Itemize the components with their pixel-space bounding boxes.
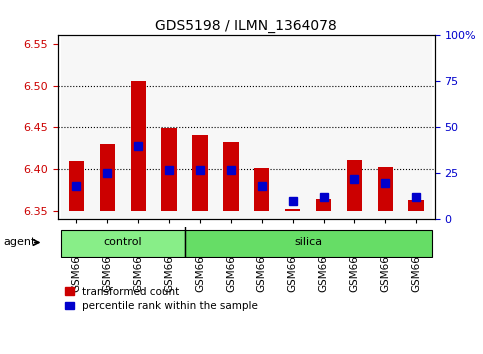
FancyBboxPatch shape (61, 230, 185, 257)
Bar (347, 160, 362, 211)
Bar (277, 35, 308, 219)
Bar (61, 35, 92, 219)
Bar (370, 35, 401, 219)
Bar (254, 169, 270, 211)
Bar (123, 35, 154, 219)
Bar (154, 35, 185, 219)
Bar (99, 144, 115, 211)
Bar (378, 167, 393, 211)
Bar (123, 35, 154, 219)
Bar (339, 35, 370, 219)
Bar (192, 135, 208, 211)
Bar (339, 35, 370, 219)
Bar (92, 35, 123, 219)
Bar (185, 35, 215, 219)
Bar (370, 35, 401, 219)
Bar (285, 209, 300, 211)
Bar (161, 128, 177, 211)
Bar (246, 35, 277, 219)
Bar (61, 35, 92, 219)
FancyBboxPatch shape (185, 230, 432, 257)
Title: GDS5198 / ILMN_1364078: GDS5198 / ILMN_1364078 (156, 19, 337, 33)
Text: silica: silica (294, 238, 322, 247)
Bar (308, 35, 339, 219)
Bar (215, 35, 246, 219)
Bar (401, 35, 432, 219)
Bar (316, 199, 331, 211)
Legend: transformed count, percentile rank within the sample: transformed count, percentile rank withi… (63, 285, 260, 313)
Bar (409, 200, 424, 211)
Bar (130, 81, 146, 211)
Bar (223, 142, 239, 211)
Bar (401, 35, 432, 219)
Bar (185, 35, 215, 219)
Bar (92, 35, 123, 219)
Text: agent: agent (3, 238, 35, 247)
Bar (277, 35, 308, 219)
Text: control: control (103, 238, 142, 247)
Bar (308, 35, 339, 219)
Bar (246, 35, 277, 219)
Bar (69, 161, 84, 211)
Bar (215, 35, 246, 219)
Bar (154, 35, 185, 219)
